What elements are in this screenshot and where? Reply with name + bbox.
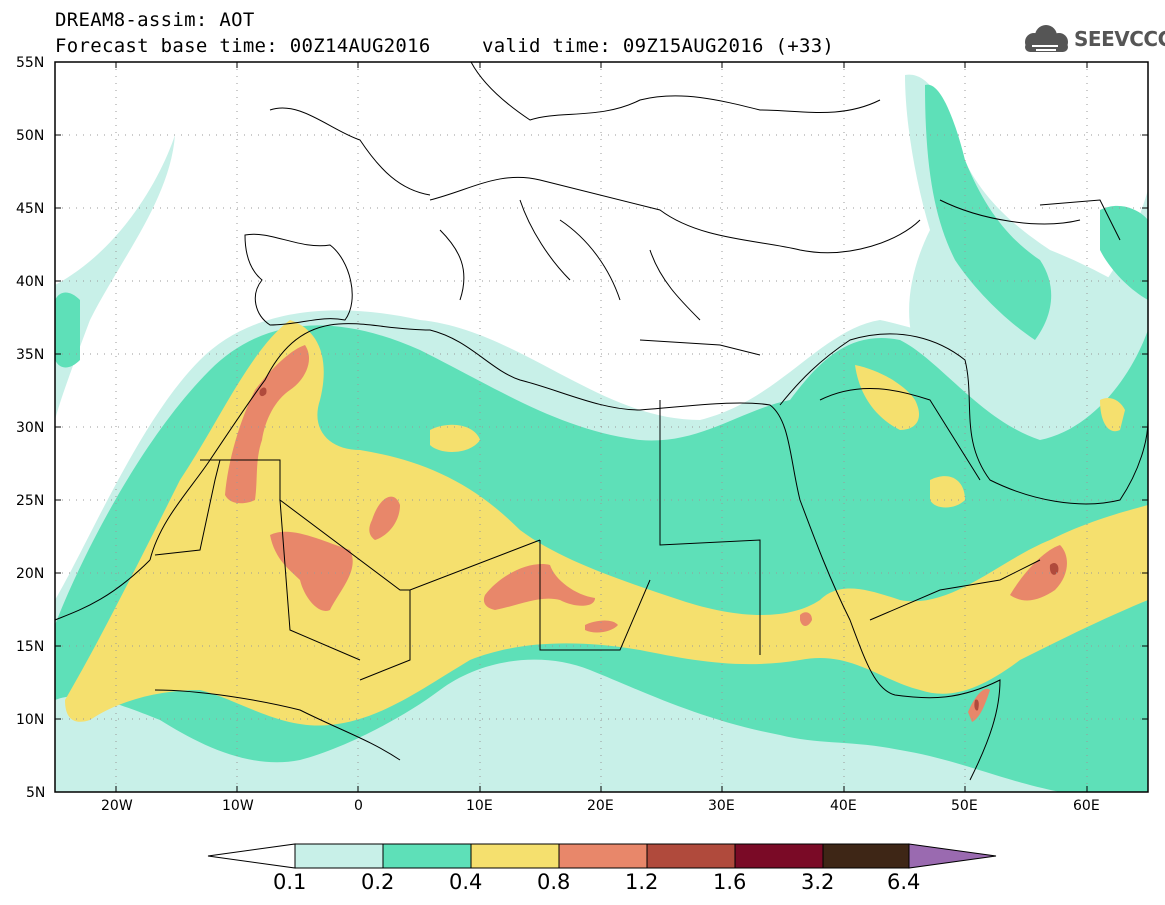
lat-label: 50N bbox=[16, 128, 45, 144]
logo-text: SEEVCCC bbox=[1074, 27, 1165, 51]
graticule bbox=[55, 62, 1148, 792]
colorbar-label: 0.4 bbox=[449, 870, 483, 894]
colorbar-low-arrow bbox=[207, 843, 296, 869]
lon-label: 0 bbox=[354, 798, 363, 814]
lon-label: 20E bbox=[587, 798, 614, 814]
lat-label: 5N bbox=[26, 785, 46, 801]
colorbar-high-arrow bbox=[908, 843, 997, 869]
lon-label: 50E bbox=[951, 798, 978, 814]
colorbar-swatch bbox=[822, 843, 910, 869]
lat-label: 45N bbox=[16, 201, 45, 217]
lon-label: 20W bbox=[101, 798, 133, 814]
aot-band-1-2 bbox=[259, 387, 1059, 711]
coastlines bbox=[55, 62, 1148, 781]
colorbar-swatch bbox=[558, 843, 648, 869]
lat-label: 25N bbox=[16, 493, 45, 509]
aot-band-0-8 bbox=[225, 345, 1067, 722]
aot-band-0-4 bbox=[65, 320, 1148, 726]
lat-label: 40N bbox=[16, 274, 45, 290]
colorbar-label: 0.2 bbox=[361, 870, 395, 894]
lat-label: 10N bbox=[16, 712, 45, 728]
colorbar-label: 1.6 bbox=[713, 870, 747, 894]
lat-label: 55N bbox=[16, 55, 45, 71]
colorbar-label: 3.2 bbox=[801, 870, 835, 894]
colorbar-label: 6.4 bbox=[887, 870, 921, 894]
forecast-base-time: Forecast base time: 00Z14AUG2016 bbox=[55, 35, 431, 57]
valid-time: valid time: 09Z15AUG2016 (+33) bbox=[482, 35, 835, 57]
frame-ticks bbox=[55, 62, 1148, 792]
colorbar-label: 0.1 bbox=[273, 870, 307, 894]
lat-label: 30N bbox=[16, 420, 45, 436]
map-title: DREAM8-assim: AOT bbox=[55, 9, 255, 31]
lon-label: 60E bbox=[1073, 798, 1100, 814]
lat-label: 20N bbox=[16, 566, 45, 582]
lon-label: 10E bbox=[466, 798, 493, 814]
lon-label: 30E bbox=[708, 798, 735, 814]
colorbar-swatch bbox=[646, 843, 736, 869]
colorbar-swatch bbox=[734, 843, 824, 869]
colorbar-swatch bbox=[470, 843, 560, 869]
colorbar-swatch bbox=[294, 843, 384, 869]
lat-label: 35N bbox=[16, 347, 45, 363]
colorbar-swatch bbox=[382, 843, 472, 869]
lat-label: 15N bbox=[16, 639, 45, 655]
colorbar-label: 0.8 bbox=[537, 870, 571, 894]
colorbar-label: 1.2 bbox=[625, 870, 659, 894]
lon-label: 10W bbox=[222, 798, 254, 814]
lon-label: 40E bbox=[830, 798, 857, 814]
cloud-logo-icon bbox=[1025, 25, 1068, 52]
